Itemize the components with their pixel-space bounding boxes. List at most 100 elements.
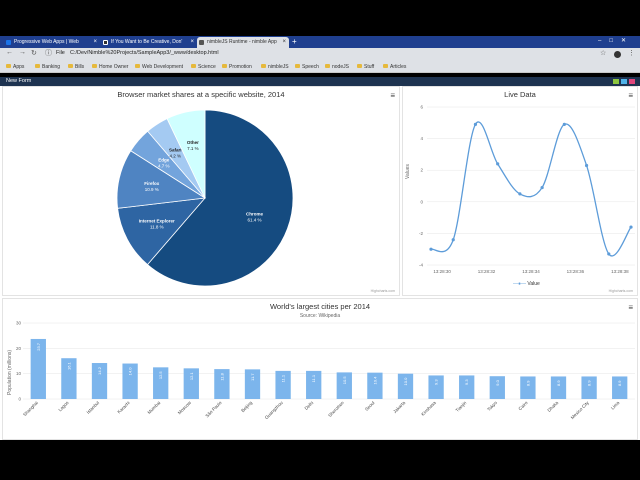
chart-menu-icon[interactable]: ≡ [390,91,395,100]
bar[interactable] [183,368,199,399]
bar-value-label: 8.9 [556,380,561,386]
bookmark-folder[interactable]: Promotion [222,64,252,70]
app-window-square[interactable] [629,79,635,84]
x-category-label: Tianjin [455,400,468,413]
y-tick-label: 6 [420,105,423,110]
data-point[interactable] [607,252,611,256]
bar[interactable] [122,363,138,399]
x-tick-label: 13:28:36 [567,269,585,274]
close-tab-icon[interactable]: × [190,39,194,45]
pie-slice-name: Internet Explorer [139,219,175,224]
x-tick-label: 13:28:38 [611,269,629,274]
browser-tab-active[interactable]: nimbleJS Runtime - nimble App × [197,37,289,48]
bar[interactable] [550,376,567,399]
bookmark-folder[interactable]: nimbleJS [261,64,289,70]
bar[interactable] [91,363,108,399]
bar[interactable] [275,370,291,399]
bar-value-label: 10.4 [372,376,377,385]
bar[interactable] [581,376,597,399]
bookmark-folder[interactable]: Speech [295,64,319,70]
bookmark-folder[interactable]: Stuff [357,64,374,70]
data-point[interactable] [496,162,500,166]
bar-value-label: 9.3 [434,379,439,385]
bar[interactable] [61,358,77,399]
live-legend-item[interactable]: —●— Value [513,281,540,287]
url-input[interactable]: C:/Dev/Nimble%20Projects/SampleApp3/_www… [70,50,219,56]
bar-value-label: 11.1 [281,374,286,382]
app-window-square[interactable] [613,79,619,84]
bar-value-label: 12.1 [189,372,194,381]
close-tab-icon[interactable]: × [282,39,286,45]
data-point[interactable] [451,238,455,242]
pie-slice-value: 10.9 % [145,187,159,192]
maximize-icon[interactable]: □ [609,38,621,44]
bar[interactable] [520,376,536,399]
bar[interactable] [459,375,475,399]
x-category-label: Guangzhou [264,400,284,420]
y-tick-label: 30 [16,321,22,326]
bookmark-folder[interactable]: Articles [383,64,406,70]
minimize-icon[interactable]: – [598,38,610,44]
data-point[interactable] [518,192,522,196]
cities-chart-panel: World's largest cities per 2014 Source: … [2,298,638,440]
bookmark-folder[interactable]: Web Development [135,64,183,70]
y-tick-label: 0 [420,199,423,204]
bar[interactable] [30,338,46,399]
bar-value-label: 11.7 [250,373,255,381]
bookmark-folder[interactable]: Science [191,64,216,70]
bookmark-folder[interactable]: Bills [68,64,84,70]
data-point[interactable] [429,247,433,251]
tab-label: nimbleJS Runtime - nimble App [207,39,277,45]
data-point[interactable] [473,122,478,126]
browser-tab[interactable]: Progressive Web Apps | Web × [4,37,100,48]
bar[interactable] [367,372,383,399]
app-window-square[interactable] [621,79,627,84]
new-tab-button[interactable]: + [292,37,297,46]
data-point[interactable] [540,185,544,190]
reload-icon[interactable]: ↻ [31,50,37,57]
bar[interactable] [397,373,414,399]
bar[interactable] [306,370,322,399]
data-point[interactable] [562,122,566,126]
data-point[interactable] [584,163,589,168]
pie-slice[interactable] [166,109,206,199]
bookmark-folder[interactable]: Banking [35,64,60,70]
bar[interactable] [612,376,628,399]
bar-value-label: 9.3 [464,379,469,385]
close-tab-icon[interactable]: × [93,39,97,45]
pie-slice-name: Other [187,140,199,145]
pie-chart-panel: Browser market shares at a specific webs… [2,86,400,296]
chart-credits[interactable]: Highcharts.com [608,289,633,293]
bar[interactable] [336,372,352,399]
bar-value-label: 14.2 [97,366,102,375]
bar[interactable] [214,369,230,399]
bar[interactable] [428,375,444,399]
x-category-label: Dhaka [546,400,559,413]
back-icon[interactable]: ← [6,49,13,56]
data-point[interactable] [629,225,633,229]
browser-menu-icon[interactable]: ⋮ [628,50,635,57]
legend-marker-icon: —●— [513,281,527,287]
y-tick-label: 20 [16,346,22,351]
bookmark-folder[interactable]: Home Owner [92,64,128,70]
pie-slice[interactable] [146,109,294,287]
bar[interactable] [153,367,169,399]
chart-credits[interactable]: Highcharts.com [370,289,395,293]
chart-menu-icon[interactable]: ≡ [628,303,633,312]
forward-icon[interactable]: → [19,49,26,56]
browser-tab[interactable]: If You Want to Be Creative, Don' × [101,37,197,48]
x-category-label: Lima [610,400,621,411]
live-chart-title: Live Data [504,90,536,99]
y-tick-label: 0 [18,397,21,402]
cities-bar-chart: 0 10 20 30 23.7 Shanghai 16.1 Lagos 14.2 Istanbul… [16,321,635,420]
chart-menu-icon[interactable]: ≡ [628,91,633,100]
x-category-label: Moscow [177,400,193,416]
bar[interactable] [489,376,505,399]
close-window-icon[interactable]: ✕ [620,38,634,44]
pie-slice[interactable] [117,197,206,266]
bookmark-folder[interactable]: nodeJS [325,64,349,70]
bookmark-apps[interactable]: Apps [6,64,24,70]
bar[interactable] [244,369,261,399]
profile-avatar[interactable] [614,51,621,58]
bookmark-star-icon[interactable]: ☆ [600,50,607,57]
